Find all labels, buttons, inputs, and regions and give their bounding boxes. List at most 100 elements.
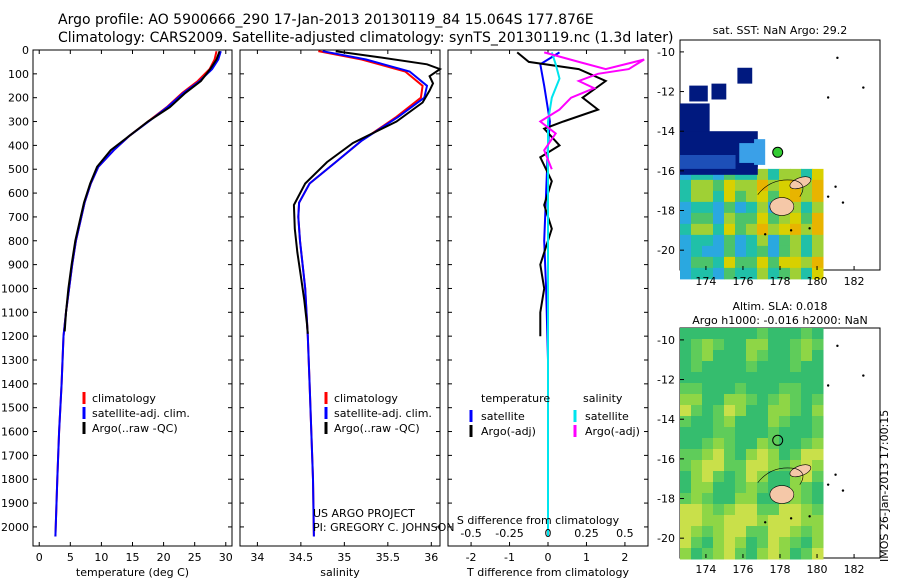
map-cell bbox=[757, 416, 769, 428]
salinity-xlabel: salinity bbox=[320, 566, 360, 579]
map-cell bbox=[790, 339, 802, 351]
map-cell bbox=[801, 471, 813, 483]
map-cell bbox=[812, 416, 824, 428]
map-cell bbox=[702, 405, 714, 417]
map-cell bbox=[680, 482, 692, 494]
map-cell bbox=[768, 350, 780, 362]
map-cell bbox=[779, 339, 791, 351]
map-cell bbox=[801, 427, 813, 439]
map-cell bbox=[757, 460, 769, 472]
map_sla-ytick-label: -18 bbox=[657, 493, 675, 506]
map-cell bbox=[746, 394, 758, 406]
map-cell bbox=[790, 504, 802, 516]
map-cell bbox=[724, 245, 736, 258]
map-cell bbox=[680, 328, 692, 340]
map-cell bbox=[801, 168, 813, 181]
map-cell bbox=[779, 223, 791, 236]
map_sla-ytick-label: -12 bbox=[657, 374, 675, 387]
map-cell bbox=[812, 548, 824, 560]
map-cell bbox=[790, 383, 802, 395]
map-cell bbox=[812, 383, 824, 395]
map-cell bbox=[713, 438, 725, 450]
map-cell bbox=[801, 245, 813, 258]
map-cell bbox=[680, 190, 692, 203]
map-cell bbox=[735, 394, 747, 406]
map-cell bbox=[757, 245, 769, 258]
map-cell bbox=[680, 256, 692, 269]
map-cell bbox=[790, 212, 802, 225]
map-cell bbox=[702, 190, 714, 203]
map-cell bbox=[746, 256, 758, 269]
depth-tick-label: 1200 bbox=[1, 330, 29, 343]
map-cell bbox=[812, 179, 824, 192]
map-cell bbox=[702, 350, 714, 362]
figure-title-line1: Argo profile: AO 5900666_290 17-Jan-2013… bbox=[58, 12, 594, 28]
map-cell bbox=[713, 526, 725, 538]
map-cell bbox=[702, 201, 714, 214]
map-cell bbox=[801, 267, 813, 280]
map-cell bbox=[724, 361, 736, 373]
map-cell bbox=[812, 212, 824, 225]
map-cell bbox=[812, 234, 824, 247]
map_sst-field bbox=[680, 168, 824, 280]
depth-tick-label: 1700 bbox=[1, 449, 29, 462]
temperature-xtick-label: 15 bbox=[126, 551, 140, 564]
map-cell bbox=[680, 223, 692, 236]
map-cell bbox=[680, 504, 692, 516]
map-cell bbox=[757, 339, 769, 351]
map-cell bbox=[790, 168, 802, 181]
map-cell bbox=[680, 438, 692, 450]
map-cell bbox=[812, 223, 824, 236]
map-cell bbox=[691, 328, 703, 340]
salinity-difference-axis-label: S difference from climatology bbox=[457, 514, 620, 527]
depth-tick-label: 900 bbox=[8, 259, 29, 272]
map-cell bbox=[735, 256, 747, 269]
map-cell bbox=[724, 548, 736, 560]
map-cell bbox=[779, 504, 791, 516]
map-cell bbox=[768, 515, 780, 527]
map-cell bbox=[724, 438, 736, 450]
map-cell bbox=[702, 548, 714, 560]
map_sla-xtick-label: 176 bbox=[732, 563, 753, 576]
depth-tick-label: 1800 bbox=[1, 473, 29, 486]
map-cell bbox=[757, 548, 769, 560]
map-cell bbox=[713, 394, 725, 406]
map-cell bbox=[735, 526, 747, 538]
map-cell bbox=[779, 350, 791, 362]
map-cell bbox=[768, 405, 780, 417]
map-cell bbox=[790, 190, 802, 203]
map-cell bbox=[757, 427, 769, 439]
map-cell bbox=[724, 405, 736, 417]
map-cell bbox=[724, 493, 736, 505]
map-cell bbox=[812, 515, 824, 527]
map-cell bbox=[812, 427, 824, 439]
temperature-xtick-label: 10 bbox=[94, 551, 108, 564]
map-cell bbox=[757, 438, 769, 450]
map-cell bbox=[801, 438, 813, 450]
map-cell bbox=[724, 190, 736, 203]
map-cell bbox=[746, 504, 758, 516]
map-cell bbox=[724, 460, 736, 472]
map-cell bbox=[724, 482, 736, 494]
map-cell bbox=[801, 256, 813, 269]
map-cell bbox=[812, 361, 824, 373]
map-cell bbox=[779, 212, 791, 225]
salinity-difference-tick-label: 0.5 bbox=[616, 527, 634, 540]
depth-tick-label: 0 bbox=[22, 44, 29, 57]
small-island bbox=[826, 384, 830, 387]
map-cell bbox=[724, 339, 736, 351]
map-cell bbox=[790, 427, 802, 439]
sst-patch bbox=[754, 139, 766, 165]
map-cell bbox=[702, 339, 714, 351]
map-cell bbox=[812, 537, 824, 549]
map-cell bbox=[790, 234, 802, 247]
map-cell bbox=[680, 350, 692, 362]
map-cell bbox=[812, 328, 824, 340]
map-cell bbox=[757, 256, 769, 269]
map-cell bbox=[757, 493, 769, 505]
map-cell bbox=[757, 383, 769, 395]
small-island bbox=[826, 483, 830, 486]
map-cell bbox=[735, 372, 747, 384]
map-cell bbox=[801, 493, 813, 505]
map-cell bbox=[680, 416, 692, 428]
